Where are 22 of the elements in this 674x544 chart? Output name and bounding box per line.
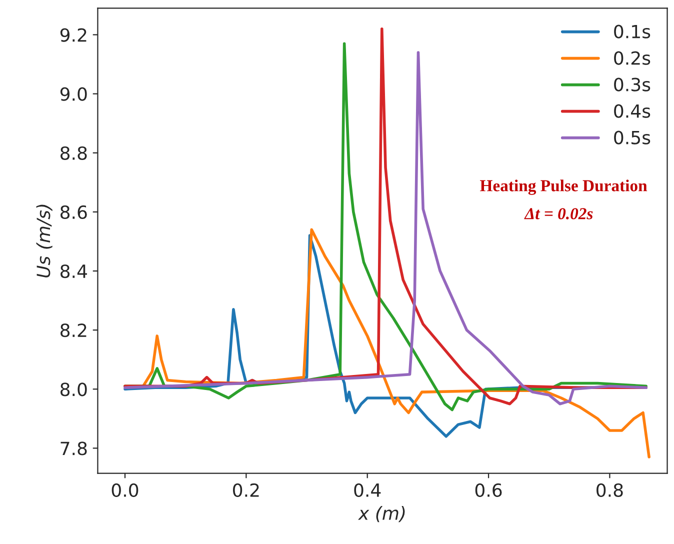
legend-label: 0.4s [614,104,650,118]
x-axis-title: x (m) [358,506,405,522]
annotation: Heating Pulse Duration [480,180,648,195]
y-tick-label: 9.2 [60,28,86,42]
x-tick-label: 0.8 [596,483,623,497]
legend-label: 0.3s [614,78,650,92]
x-tick-label: 0.0 [112,483,138,497]
y-tick-label: 8.2 [60,324,86,338]
y-tick-label: 7.8 [60,442,87,456]
y-tick-label: 8.6 [60,205,87,220]
legend-label: 0.2s [614,51,650,65]
x-tick-label: 0.4 [354,483,381,497]
annotation: Δt = 0.02s [524,208,593,220]
x-tick-label: 0.2 [233,483,259,497]
x-tick-label: 0.6 [475,483,502,497]
legend-label: 0.5s [614,130,650,144]
y-tick-label: 8.8 [60,146,87,160]
legend-label: 0.1s [614,24,650,38]
y-tick-label: 8.4 [60,264,87,278]
y-tick-label: 8.0 [60,382,87,396]
y-axis-title: Us (m/s) [36,204,52,278]
y-tick-label: 9.0 [60,87,87,101]
